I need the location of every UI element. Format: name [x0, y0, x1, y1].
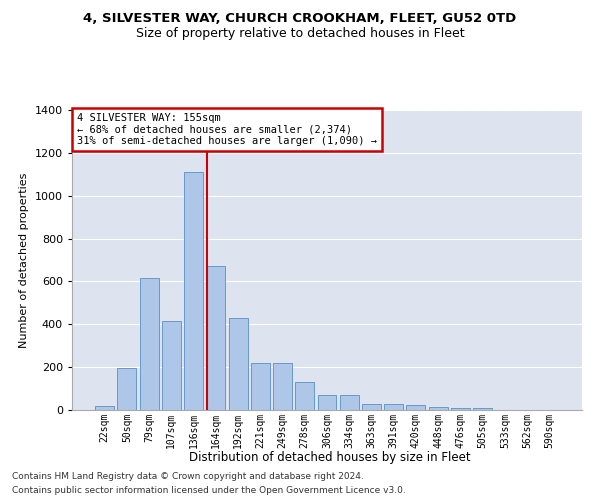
Bar: [451, 408, 470, 410]
Text: Contains HM Land Registry data © Crown copyright and database right 2024.: Contains HM Land Registry data © Crown c…: [12, 472, 364, 481]
Text: Size of property relative to detached houses in Fleet: Size of property relative to detached ho…: [136, 28, 464, 40]
Bar: [140, 278, 158, 410]
Bar: [206, 266, 225, 410]
Bar: [473, 408, 492, 410]
Bar: [429, 407, 448, 410]
Bar: [317, 395, 337, 410]
Bar: [273, 363, 292, 410]
Bar: [229, 318, 248, 410]
Bar: [118, 368, 136, 410]
Bar: [362, 404, 381, 410]
Bar: [95, 406, 114, 410]
Text: 4, SILVESTER WAY, CHURCH CROOKHAM, FLEET, GU52 0TD: 4, SILVESTER WAY, CHURCH CROOKHAM, FLEET…: [83, 12, 517, 26]
Text: 4 SILVESTER WAY: 155sqm
← 68% of detached houses are smaller (2,374)
31% of semi: 4 SILVESTER WAY: 155sqm ← 68% of detache…: [77, 113, 377, 146]
Y-axis label: Number of detached properties: Number of detached properties: [19, 172, 29, 348]
Bar: [251, 363, 270, 410]
Bar: [384, 404, 403, 410]
Bar: [162, 321, 181, 410]
Bar: [406, 404, 425, 410]
Bar: [340, 395, 359, 410]
Bar: [295, 382, 314, 410]
Text: Distribution of detached houses by size in Fleet: Distribution of detached houses by size …: [189, 451, 471, 464]
Bar: [184, 172, 203, 410]
Text: Contains public sector information licensed under the Open Government Licence v3: Contains public sector information licen…: [12, 486, 406, 495]
